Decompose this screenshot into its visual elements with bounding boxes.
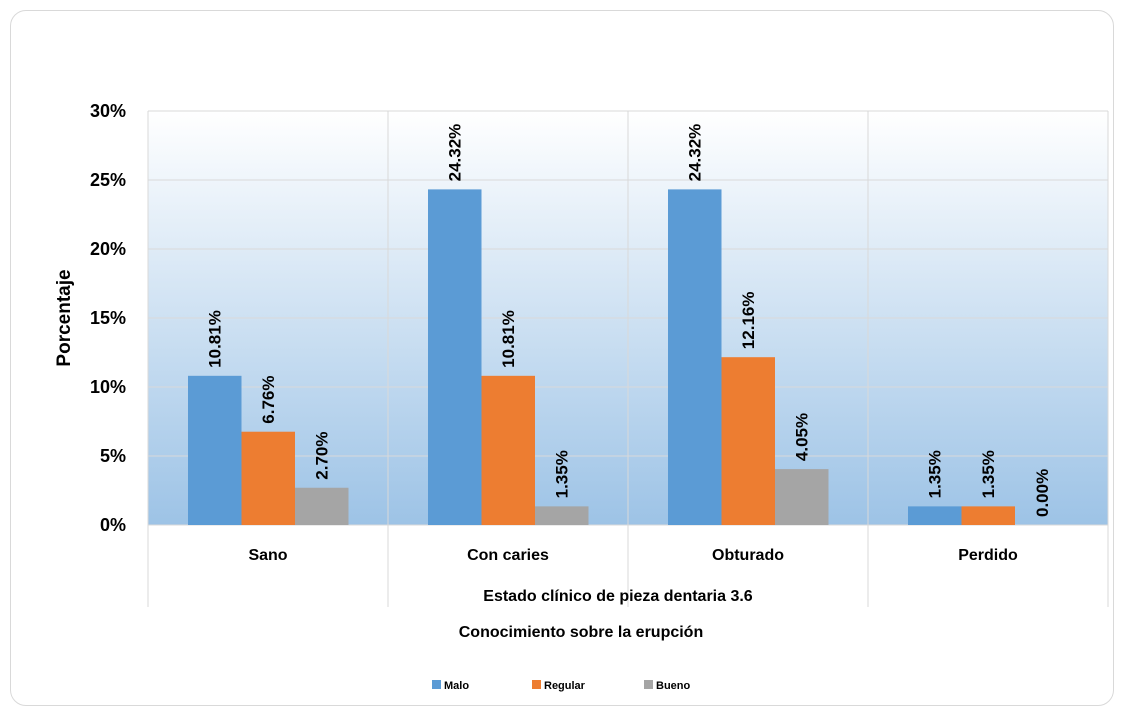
data-label: 24.32% [686,124,705,182]
data-label: 1.35% [926,450,945,498]
y-axis-label: Porcentaje [54,269,75,366]
data-labels: 10.81% 6.76% 2.70% 24.32% 10.81% 1.35% 24.32% 1… [206,124,1052,517]
bar [668,189,722,525]
legend-label: Regular [544,680,586,692]
data-label: 1.35% [979,450,998,498]
legend-title: Conocimiento sobre la erupción [459,624,703,641]
legend-item: Bueno [644,680,691,692]
x-tick-label: Obturado [712,547,784,564]
y-tick-label: 0% [100,515,126,535]
data-label: 1.35% [553,450,572,498]
y-tick-label: 5% [100,446,126,466]
x-tick-label: Perdido [958,547,1018,564]
category-dividers [147,111,1109,607]
bar [721,357,775,525]
bars [188,189,1015,525]
x-tick-label: Sano [248,547,287,564]
legend-swatch [432,680,441,689]
data-label: 2.70% [313,432,332,480]
x-tick-label: Con caries [467,547,549,564]
bar [535,506,589,525]
bar [428,189,482,525]
y-tick-label: 15% [90,308,126,328]
data-label: 12.16% [739,292,758,350]
bar [961,506,1015,525]
data-label: 4.05% [793,413,812,461]
legend-swatch [644,680,653,689]
y-tick-label: 10% [90,377,126,397]
legend-item: Regular [532,680,586,692]
bar [295,487,349,525]
x-axis-categories: Sano Con caries Obturado Perdido [248,547,1018,564]
y-tick-label: 25% [90,170,126,190]
y-tick-label: 20% [90,239,126,259]
data-label: 6.76% [259,376,278,424]
bar [481,375,535,525]
bar [775,469,829,525]
legend-swatch [532,680,541,689]
data-label: 10.81% [206,310,225,368]
bar [241,431,295,525]
bar [188,375,242,525]
y-tick-label: 30% [90,101,126,121]
data-label: 0.00% [1033,469,1052,517]
data-label: 10.81% [499,310,518,368]
y-axis-ticks: 0% 5% 10% 15% 20% 25% 30% [90,101,126,535]
x-axis-label: Estado clínico de pieza dentaria 3.6 [483,588,753,605]
legend-label: Bueno [656,680,691,692]
bar [908,506,962,525]
legend-label: Malo [444,680,469,692]
legend: Malo Regular Bueno [432,680,691,692]
legend-item: Malo [432,680,469,692]
data-label: 24.32% [446,124,465,182]
